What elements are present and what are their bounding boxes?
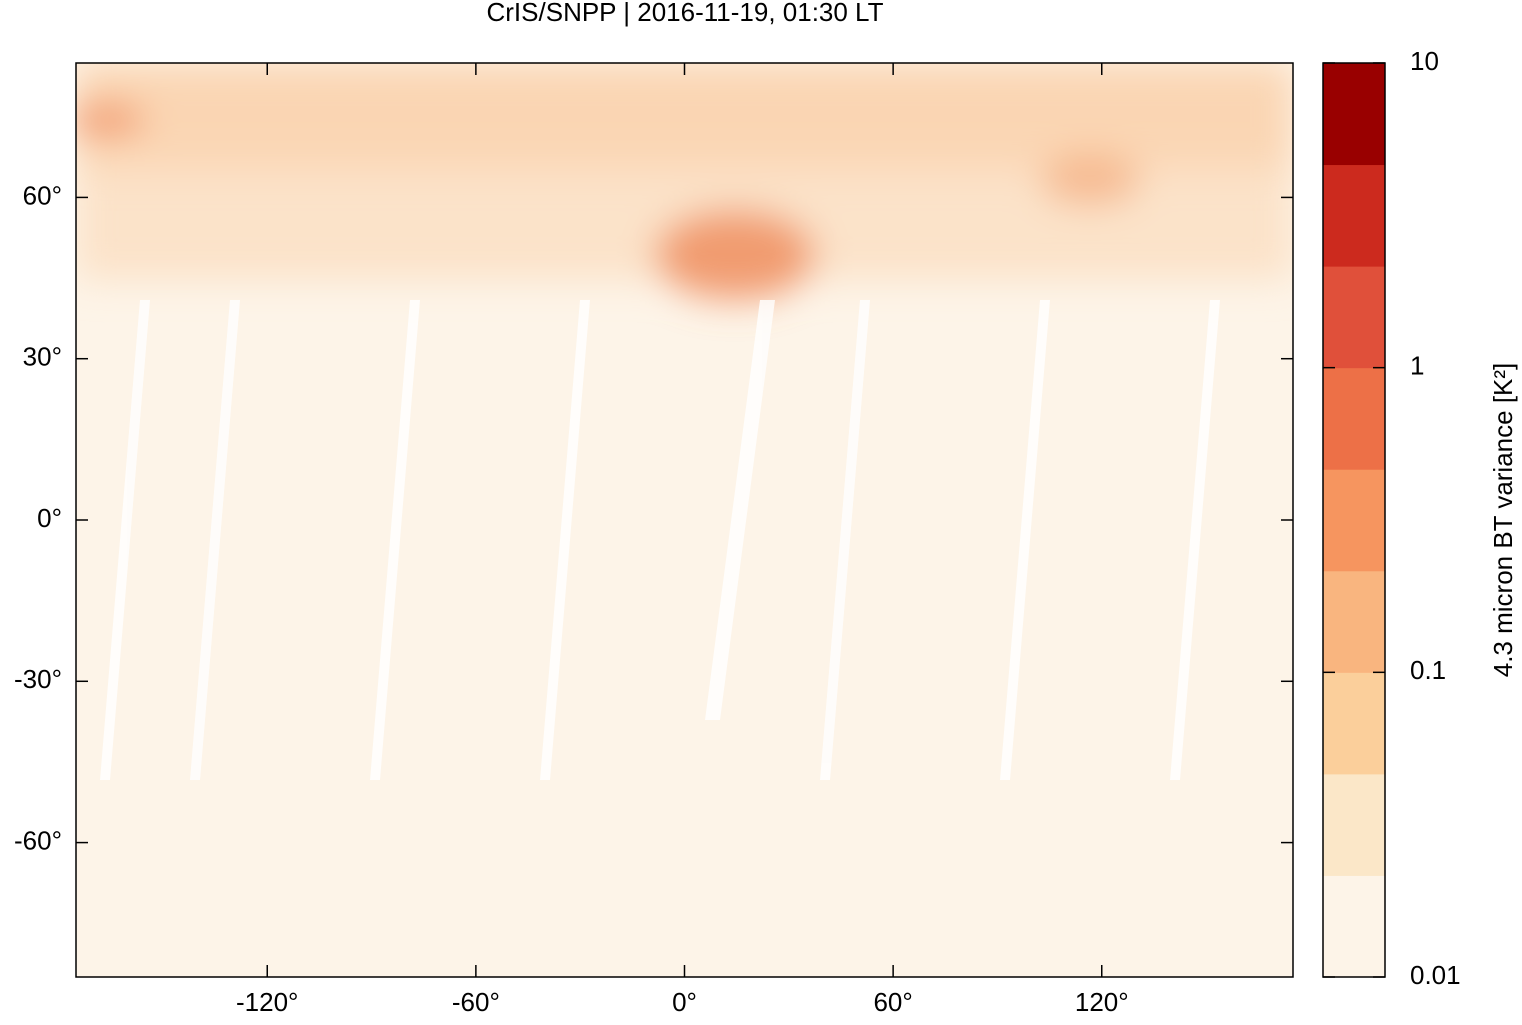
- swath-gaps: [100, 300, 1220, 780]
- colorbar-band: [1323, 570, 1385, 673]
- colorbar-band: [1323, 63, 1385, 166]
- colorbar-band: [1323, 773, 1385, 876]
- colorbar-band: [1323, 672, 1385, 775]
- chart-title: CrIS/SNPP | 2016-11-19, 01:30 LT: [487, 0, 884, 27]
- y-tick-label: 30°: [23, 342, 62, 372]
- x-tick-label: -60°: [452, 987, 500, 1017]
- y-tick-label: -60°: [14, 825, 62, 855]
- colorbar-tick-label: 0.1: [1410, 655, 1446, 685]
- colorbar-band: [1323, 469, 1385, 572]
- y-tick-label: -30°: [14, 664, 62, 694]
- colorbar-band: [1323, 266, 1385, 369]
- colorbar-band: [1323, 875, 1385, 978]
- colorbar-band: [1323, 164, 1385, 267]
- x-tick-label: 0°: [672, 987, 697, 1017]
- colorbar-tick-label: 1: [1410, 351, 1424, 381]
- colorbar-tick-label: 0.01: [1410, 960, 1461, 990]
- colorbar-label: 4.3 micron BT variance [K²]: [1488, 363, 1518, 678]
- colorbar-band: [1323, 367, 1385, 470]
- colorbar-tick-label: 10: [1410, 46, 1439, 76]
- x-tick-label: -120°: [236, 987, 298, 1017]
- x-tick-label: 120°: [1075, 987, 1129, 1017]
- colorbar-frame: [1322, 62, 1386, 978]
- y-tick-label: 0°: [37, 503, 62, 533]
- x-tick-label: 60°: [873, 987, 912, 1017]
- field-texture: [76, 63, 1293, 300]
- y-tick-label: 60°: [23, 180, 62, 210]
